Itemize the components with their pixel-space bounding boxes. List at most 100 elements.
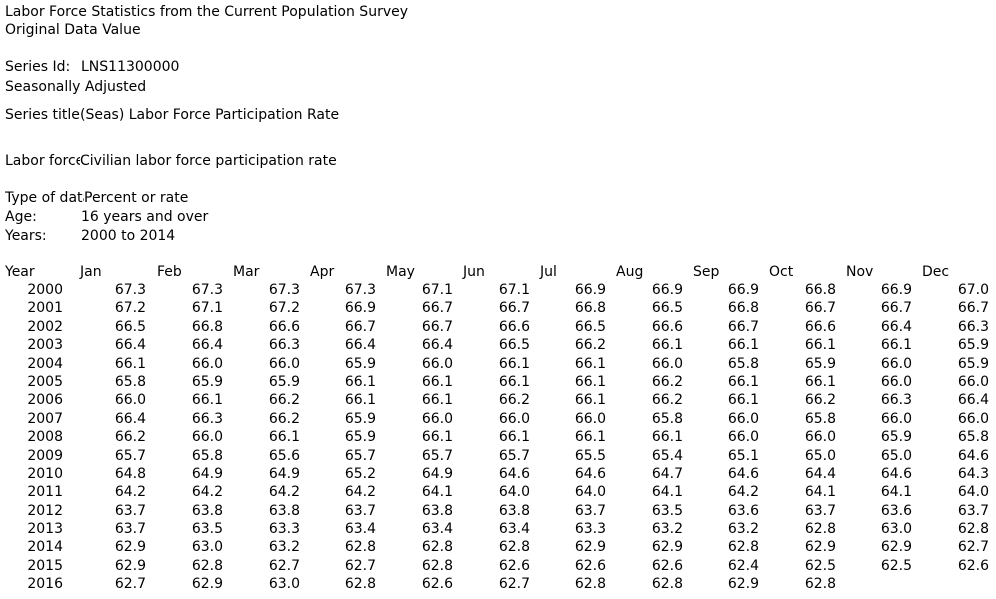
value-cell: 66.0 [114, 392, 146, 409]
value-cell: 63.3 [268, 521, 300, 538]
value-cell: 63.2 [268, 539, 300, 556]
table-row: 2014 62.9 63.0 63.2 62.8 62.8 62.8 62.9 62.9 62.8… [0, 539, 996, 557]
value-cell: 63.0 [880, 521, 912, 538]
labor-force-value: Civilian labor force participation rate [80, 153, 337, 169]
value-cell: 66.1 [344, 373, 376, 390]
value-cell: 66.4 [880, 318, 912, 335]
page-subtitle: Original Data Value [5, 22, 141, 38]
year-cell: 2008 [27, 429, 63, 446]
value-cell: 66.8 [804, 282, 836, 298]
data-type-value: Percent or rate [84, 190, 189, 206]
value-cell: 62.8 [804, 521, 836, 538]
year-cell: 2000 [27, 282, 63, 298]
value-cell: 65.8 [114, 373, 146, 390]
value-cell: 65.8 [804, 410, 836, 427]
year-cell: 2004 [27, 355, 63, 372]
value-cell: 66.1 [727, 373, 759, 390]
value-cell: 65.7 [421, 447, 453, 464]
value-cell: 66.7 [498, 300, 530, 317]
value-cell: 65.4 [651, 447, 683, 464]
value-cell: 62.6 [498, 557, 530, 574]
value-cell: 62.7 [957, 539, 989, 556]
value-cell: 65.8 [727, 355, 759, 372]
value-cell: 67.1 [498, 282, 530, 298]
year-cell: 2005 [27, 373, 63, 390]
value-cell: 63.7 [114, 502, 146, 519]
value-cell: 62.9 [191, 576, 223, 593]
value-cell: 66.0 [804, 429, 836, 446]
value-cell: 63.0 [268, 576, 300, 593]
value-cell: 63.3 [574, 521, 606, 538]
year-cell: 2016 [27, 576, 63, 593]
value-cell: 66.4 [191, 337, 223, 354]
value-cell: 64.6 [574, 465, 606, 482]
table-row: 2013 63.7 63.5 63.3 63.4 63.4 63.4 63.3 63.2 63.2… [0, 521, 996, 539]
value-cell: 65.8 [651, 410, 683, 427]
value-cell: 64.8 [114, 465, 146, 482]
year-cell: 2001 [27, 300, 63, 317]
value-cell: 64.6 [880, 465, 912, 482]
table-row: 2007 66.4 66.3 66.2 65.9 66.0 66.0 66.0 65.8 66.0… [0, 411, 996, 429]
value-cell: 66.1 [498, 355, 530, 372]
value-cell: 66.3 [880, 392, 912, 409]
column-header-apr: Apr [310, 264, 335, 280]
value-cell: 67.2 [268, 300, 300, 317]
value-cell: 62.8 [957, 521, 989, 538]
table-row: 2006 66.0 66.1 66.2 66.1 66.1 66.2 66.1 66.2 66.1… [0, 392, 996, 410]
value-cell: 65.9 [957, 337, 989, 354]
value-cell: 66.1 [498, 429, 530, 446]
value-cell: 64.1 [651, 484, 683, 501]
value-cell: 67.0 [957, 282, 989, 298]
value-cell: 66.0 [651, 355, 683, 372]
value-cell: 66.3 [191, 410, 223, 427]
value-cell: 66.1 [344, 392, 376, 409]
value-cell: 66.7 [421, 318, 453, 335]
adjustment-text: Seasonally Adjusted [5, 79, 147, 95]
value-cell: 62.6 [421, 576, 453, 593]
value-cell: 66.0 [880, 355, 912, 372]
year-cell: 2010 [27, 465, 63, 482]
value-cell: 64.0 [957, 484, 989, 501]
value-cell: 66.1 [421, 429, 453, 446]
value-cell: 62.8 [344, 576, 376, 593]
value-cell: 65.9 [344, 355, 376, 372]
value-cell: 66.0 [421, 355, 453, 372]
value-cell: 62.8 [727, 539, 759, 556]
value-cell: 64.2 [191, 484, 223, 501]
value-cell: 64.1 [804, 484, 836, 501]
value-cell: 62.8 [344, 539, 376, 556]
value-cell: 63.5 [651, 502, 683, 519]
value-cell: 66.9 [574, 282, 606, 298]
value-cell: 67.1 [421, 282, 453, 298]
column-header-sep: Sep [693, 264, 720, 280]
value-cell: 66.9 [727, 282, 759, 298]
value-cell: 66.4 [957, 392, 989, 409]
value-cell: 63.8 [498, 502, 530, 519]
value-cell: 65.0 [804, 447, 836, 464]
value-cell: 66.3 [268, 337, 300, 354]
value-cell: 65.7 [498, 447, 530, 464]
value-cell: 66.6 [651, 318, 683, 335]
column-header-feb: Feb [157, 264, 182, 280]
value-cell: 64.7 [651, 465, 683, 482]
value-cell: 67.1 [191, 300, 223, 317]
column-header-jun: Jun [463, 264, 485, 280]
value-cell: 64.0 [574, 484, 606, 501]
value-cell: 66.2 [651, 373, 683, 390]
year-cell: 2007 [27, 410, 63, 427]
value-cell: 66.0 [268, 355, 300, 372]
value-cell: 62.7 [498, 576, 530, 593]
value-cell: 62.9 [651, 539, 683, 556]
value-cell: 62.8 [421, 539, 453, 556]
value-cell: 66.1 [880, 337, 912, 354]
value-cell: 63.7 [114, 521, 146, 538]
table-row: 2016 62.7 62.9 63.0 62.8 62.6 62.7 62.8 62.8 62.9… [0, 576, 996, 594]
value-cell: 65.8 [957, 429, 989, 446]
value-cell: 64.2 [344, 484, 376, 501]
value-cell: 64.1 [880, 484, 912, 501]
column-header-jan: Jan [80, 264, 102, 280]
value-cell: 62.9 [114, 539, 146, 556]
value-cell: 65.1 [727, 447, 759, 464]
column-header-year: Year [5, 264, 35, 280]
value-cell: 66.8 [574, 300, 606, 317]
